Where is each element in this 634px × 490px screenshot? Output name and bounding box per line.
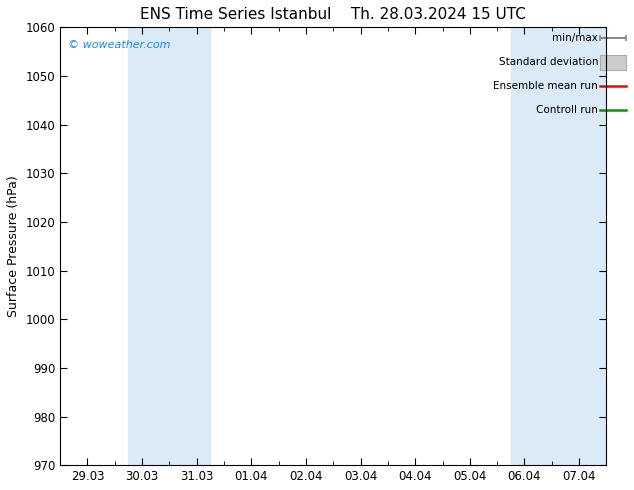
Text: Controll run: Controll run xyxy=(536,105,598,116)
Text: Standard deviation: Standard deviation xyxy=(499,57,598,67)
Bar xyxy=(511,27,606,465)
Text: Ensemble mean run: Ensemble mean run xyxy=(493,81,598,92)
Y-axis label: Surface Pressure (hPa): Surface Pressure (hPa) xyxy=(7,175,20,317)
Bar xyxy=(129,27,210,465)
Text: min/max: min/max xyxy=(552,33,598,43)
Bar xyxy=(600,55,626,70)
Text: © woweather.com: © woweather.com xyxy=(68,40,171,50)
Title: ENS Time Series Istanbul    Th. 28.03.2024 15 UTC: ENS Time Series Istanbul Th. 28.03.2024 … xyxy=(140,7,526,22)
